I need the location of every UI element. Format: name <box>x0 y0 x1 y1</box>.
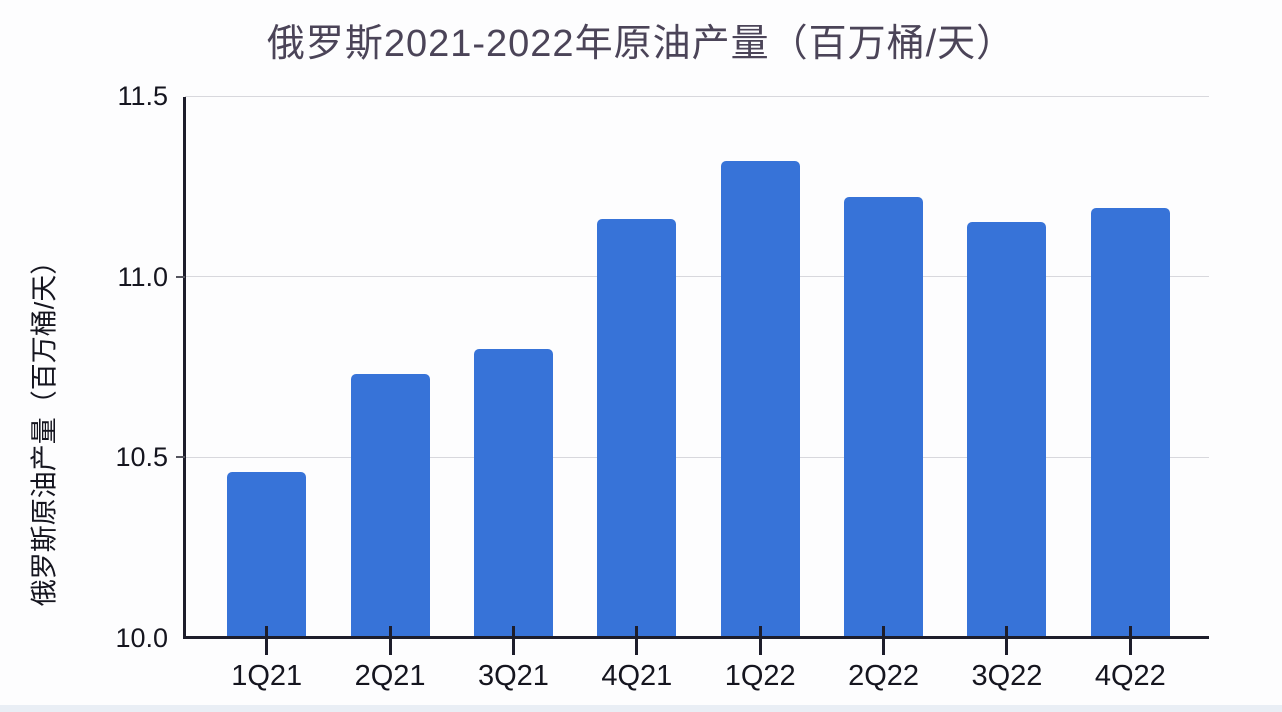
y-tick-label-10.0: 10.0 <box>115 623 168 653</box>
x-tick-label-3q21: 3Q21 <box>477 660 549 692</box>
x-tick-mark-4q22 <box>1128 626 1132 655</box>
bar-2q22 <box>844 197 924 638</box>
x-tick-mark-3q21 <box>511 626 515 655</box>
y-axis-title: 俄罗斯原油产量（百万桶/天） <box>29 247 60 607</box>
y-tick-label-11.5: 11.5 <box>117 81 168 111</box>
x-tick-label-4q21: 4Q21 <box>601 660 673 692</box>
x-tick-label-1q21: 1Q21 <box>231 660 303 692</box>
bar-1q22 <box>720 161 800 638</box>
bar-3q22 <box>967 222 1047 638</box>
x-tick-mark-1q22 <box>758 626 762 655</box>
gridline-11.5 <box>185 95 1209 97</box>
y-axis-line <box>183 97 186 638</box>
bar-4q22 <box>1090 208 1170 638</box>
x-tick-mark-2q21 <box>388 626 392 655</box>
x-tick-label-2q21: 2Q21 <box>354 660 426 692</box>
x-tick-label-2q22: 2Q22 <box>848 660 920 692</box>
x-tick-mark-1q21 <box>265 626 269 655</box>
x-tick-mark-4q21 <box>635 626 639 655</box>
y-tick-label-11.0: 11.0 <box>117 261 168 292</box>
chart-title: 俄罗斯2021-2022年原油产量（百万桶/天） <box>266 23 1016 65</box>
x-tick-mark-2q22 <box>882 626 886 655</box>
bar-1q21 <box>227 471 307 638</box>
gridline-11.0 <box>185 276 1209 278</box>
x-tick-mark-3q22 <box>1005 626 1009 655</box>
bar-4q21 <box>597 218 677 638</box>
plot-area <box>185 95 1209 638</box>
x-axis-line <box>183 636 1209 639</box>
bar-3q21 <box>473 348 553 638</box>
bar-2q21 <box>350 374 430 638</box>
x-tick-label-4q22: 4Q22 <box>1094 660 1166 692</box>
bottom-strip <box>0 705 1282 712</box>
gridline-10.5 <box>185 456 1209 458</box>
y-tick-label-10.5: 10.5 <box>115 442 168 473</box>
x-tick-label-3q22: 3Q22 <box>971 660 1043 692</box>
x-tick-label-1q22: 1Q22 <box>724 660 796 692</box>
y-tick-mark-10.5 <box>176 456 185 459</box>
y-tick-mark-11.0 <box>176 275 185 278</box>
